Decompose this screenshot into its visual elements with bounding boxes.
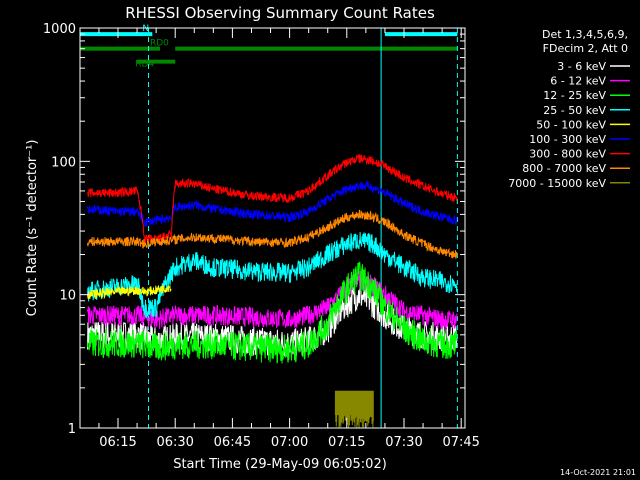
legend-label: 6 - 12 keV (550, 75, 606, 88)
y-axis-label: Count Rate (s⁻¹ detector⁻¹) (25, 140, 40, 317)
series-line (87, 180, 458, 228)
legend-label: 800 - 7000 keV (522, 162, 606, 175)
series-line (87, 231, 458, 319)
legend-label: 300 - 800 keV (529, 148, 606, 161)
flag-label-n: N (142, 24, 149, 34)
legend: Det 1,3,4,5,6,9,FDecim 2, Att 0 3 - 6 keV… (508, 28, 630, 190)
series-25-50-kev (87, 231, 458, 319)
x-axis-ticks: 06:15 06:30 06:45 07:00 07:15 07:30 07:45 (98, 28, 480, 450)
legend-label: 3 - 6 keV (557, 60, 606, 73)
time-markers (79, 28, 458, 428)
y-tick-label: 1 (68, 422, 76, 437)
flag-label-rd4: RD4 (135, 60, 154, 70)
series-line (87, 154, 458, 244)
series-line (87, 261, 458, 364)
series-line (334, 390, 374, 428)
x-tick-label: 07:45 (442, 435, 479, 450)
footer-date: 14-Oct-2021 21:01 (560, 468, 636, 477)
legend-label: 100 - 300 keV (529, 133, 606, 146)
series-300-800-kev (87, 154, 458, 244)
y-tick-label: 10 (59, 289, 76, 304)
series-line (87, 284, 172, 300)
data-series (87, 154, 458, 428)
plot-frame (79, 27, 466, 429)
legend-label: 25 - 50 keV (543, 104, 606, 117)
series-line (87, 209, 458, 259)
series-7000-15000-kev (334, 390, 374, 428)
y-axis-ticks: 1 10 100 1000 (43, 22, 465, 437)
y-tick-label: 1000 (43, 22, 76, 37)
legend-header: Det 1,3,4,5,6,9, (542, 28, 628, 41)
legend-label: 12 - 25 keV (543, 89, 606, 102)
series-100-300-kev (87, 180, 458, 228)
x-tick-label: 06:15 (99, 435, 136, 450)
y-tick-label: 100 (51, 155, 76, 170)
legend-label: 50 - 100 keV (536, 118, 606, 131)
chart-title: RHESSI Observing Summary Count Rates (125, 4, 435, 22)
series-50-100-kev (87, 284, 172, 300)
x-tick-label: 07:00 (271, 435, 308, 450)
x-tick-label: 06:45 (214, 435, 251, 450)
series-12-25-kev (87, 261, 458, 364)
x-tick-label: 07:15 (328, 435, 365, 450)
x-tick-label: 06:30 (156, 435, 193, 450)
legend-header: FDecim 2, Att 0 (543, 42, 628, 55)
legend-label: 7000 - 15000 keV (508, 177, 606, 190)
x-axis-label: Start Time (29-May-09 06:05:02) (173, 457, 387, 472)
x-tick-label: 07:30 (385, 435, 422, 450)
series-800-7000-kev (87, 209, 458, 259)
series-6-12-kev (87, 271, 458, 330)
series-line (87, 271, 458, 330)
flag-label-rd0: RD0 (150, 39, 169, 49)
